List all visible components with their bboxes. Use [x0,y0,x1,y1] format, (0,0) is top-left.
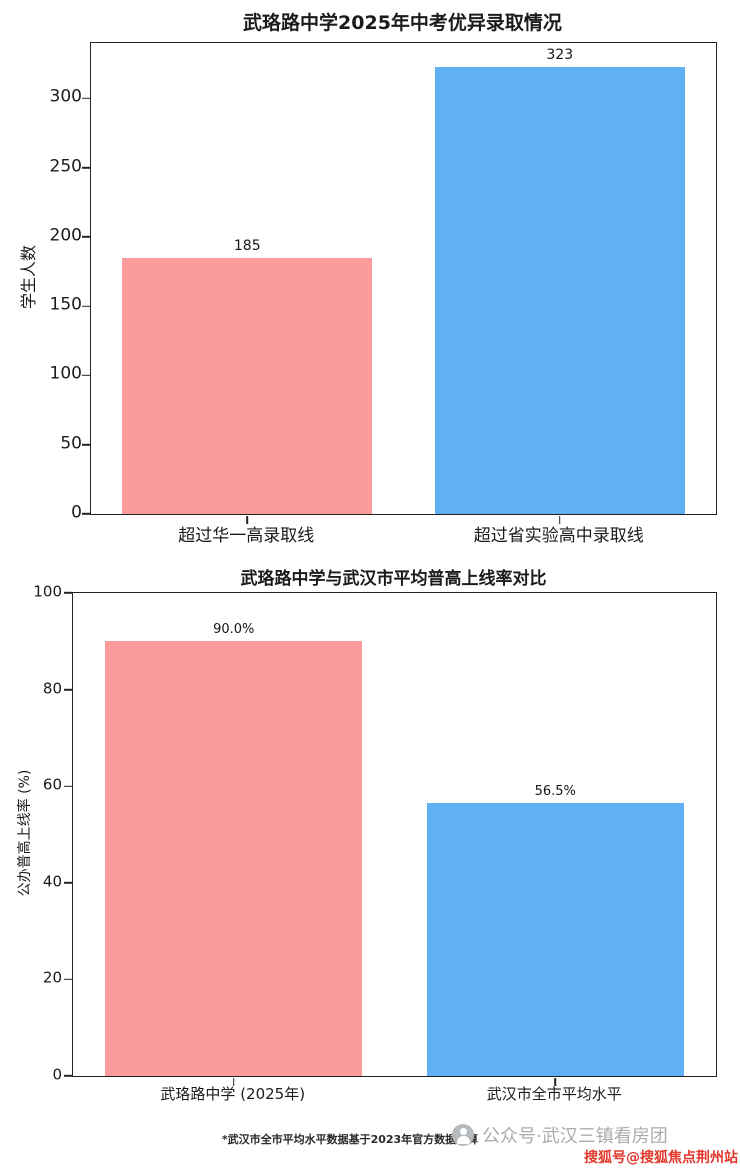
y-tick-label: 300 [49,86,82,107]
x-category-label: 武汉市全市平均水平 [486,1085,622,1103]
y-tick-mark [81,166,90,169]
watermark: 公众号·武汉三镇看房团 [452,1122,668,1148]
chart-title: 武珞路中学2025年中考优异录取情况 [243,12,562,34]
bar-value-label: 90.0% [213,622,255,638]
x-category-label: 超过省实验高中录取线 [473,526,644,546]
x-tick-mark [558,515,561,524]
y-tick-label: 80 [42,679,62,698]
y-tick-label: 50 [60,433,82,454]
y-tick-label: 0 [71,502,82,523]
bar-0 [122,257,373,514]
x-tick-mark [246,515,249,524]
y-tick-mark [81,374,90,377]
bar-value-label: 323 [546,46,574,63]
bar-value-label: 185 [233,237,261,254]
plot-area: 90.0% 56.5% [63,592,717,1086]
y-tick-mark [63,882,72,884]
y-tick-mark [81,443,90,446]
bar-1 [434,66,685,514]
y-tick-mark [63,785,72,787]
y-tick-label: 100 [33,582,62,601]
footnote: *武汉市全市平均水平数据基于2023年官方数据测算 [221,1133,479,1146]
x-category-label: 超过华一高录取线 [178,526,315,546]
y-tick-mark [63,978,72,981]
y-tick-label: 0 [52,1065,62,1084]
y-tick-label: 100 [49,363,82,384]
y-tick-mark [81,513,90,515]
y-tick-label: 200 [49,225,82,246]
y-tick-label: 40 [42,872,62,891]
bar-1 [426,803,684,1076]
y-tick-mark [63,688,72,691]
y-tick-label: 60 [42,775,62,794]
x-tick-mark [554,1077,557,1086]
plot-area: 185 323 [81,42,717,524]
sohu-source-badge: 搜狐号@搜狐焦点荆州站 [584,1150,738,1166]
chart-title: 武珞路中学与武汉市平均普高上线率对比 [240,569,547,589]
y-tick-mark [63,1075,72,1077]
watermark-text: 公众号·武汉三镇看房团 [482,1126,668,1147]
x-category-label: 武珞路中学 (2025年) [160,1085,306,1103]
y-tick-mark [63,592,72,594]
y-tick-mark [81,305,90,308]
y-tick-label: 20 [42,968,62,987]
x-tick-mark [232,1077,235,1086]
y-tick-mark [81,236,90,238]
official-account-logo-icon [452,1124,474,1146]
y-axis: 0 50 100 150 200 250 300 [20,42,82,521]
bar-0 [105,641,363,1076]
y-tick-mark [81,97,90,100]
y-tick-label: 150 [49,294,82,315]
y-axis: 0 20 40 60 80 100 [14,584,62,1082]
bar-value-label: 56.5% [534,784,576,800]
y-tick-label: 250 [49,156,82,177]
